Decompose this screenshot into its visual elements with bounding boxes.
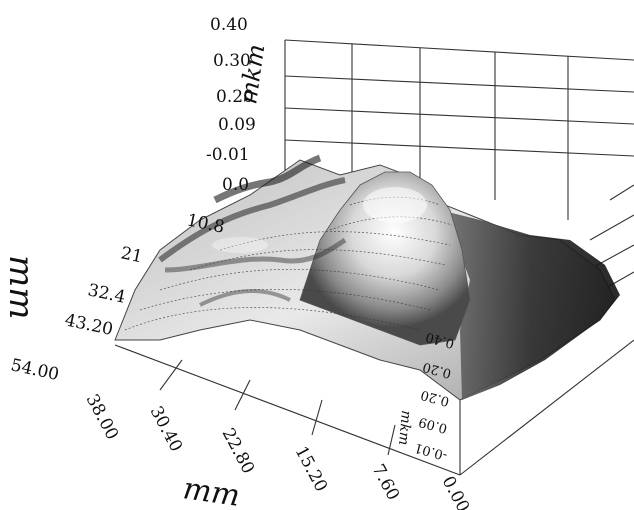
y-tick-label: 43.20 (63, 310, 115, 340)
surface-dome (299, 171, 471, 346)
surface-dark-region (440, 210, 620, 400)
x-axis-title: mm (181, 471, 242, 510)
z-tick-label: -0.01 (206, 145, 250, 165)
z-tick-label: 0.09 (218, 115, 256, 135)
y-tick-label: 54.00 (9, 355, 61, 385)
z-tick-label: 0.20 (216, 87, 254, 107)
x-tick-label: 15.20 (291, 443, 332, 495)
surface-ridge (199, 288, 291, 307)
x-tick-label: 7.60 (368, 461, 403, 504)
surface-ridge (158, 177, 346, 263)
z-tick-label: 0.0 (222, 175, 249, 195)
x-tick-label: 0.00 (438, 473, 473, 510)
side-axis: 0.40 0.20 0.20 0.09 -0.01 mkm (395, 329, 456, 463)
side-axis-title: mkm (395, 410, 414, 446)
surface-ridge (213, 154, 322, 204)
surface-ridge (164, 237, 347, 273)
z-axis: 0.40 0.30 0.20 0.09 -0.01 0.0 mkm (206, 15, 270, 195)
side-tick-label: 0.09 (417, 414, 449, 436)
z-tick-label: 0.30 (213, 51, 251, 71)
y-tick-label: 32.4 (86, 280, 127, 307)
y-tick-label: 21 (119, 243, 144, 267)
side-tick-label: 0.20 (419, 387, 451, 409)
side-tick-label: 0.40 (424, 329, 456, 351)
x-tick-label: 30.40 (146, 403, 187, 455)
surface (114, 154, 620, 401)
y-axis-title: mm (1, 255, 41, 319)
side-tick-label: 0.20 (421, 359, 453, 381)
x-tick-label: 22.80 (218, 425, 259, 477)
x-tick-label: 38.00 (82, 391, 123, 443)
z-tick-label: 0.40 (210, 15, 248, 35)
